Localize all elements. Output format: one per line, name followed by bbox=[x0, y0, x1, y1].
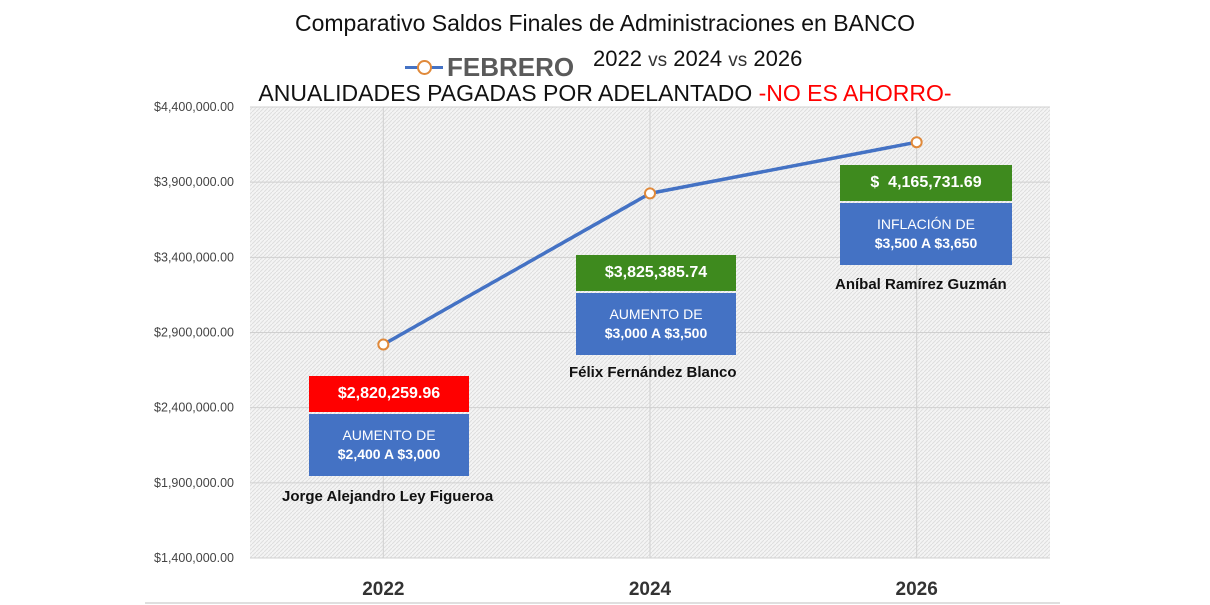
person-name-2026: Aníbal Ramírez Guzmán bbox=[835, 276, 1007, 293]
y-tick-label: $2,900,000.00 bbox=[154, 326, 234, 340]
subtitle-warning: -NO ES AHORRO- bbox=[758, 80, 952, 106]
description-line2-2026: $3,500 A $3,650 bbox=[874, 235, 978, 251]
description-line1-2026: INFLACIÓN DE bbox=[876, 216, 975, 232]
description-box-2026: INFLACIÓN DE $3,500 A $3,650 bbox=[840, 203, 1012, 265]
data-point-marker bbox=[377, 338, 390, 351]
subtitle-main: ANUALIDADES PAGADAS POR ADELANTADO bbox=[258, 80, 759, 106]
x-tick-label: 2022 bbox=[362, 579, 404, 600]
person-name-2022: Jorge Alejandro Ley Figueroa bbox=[282, 488, 494, 505]
legend-marker-icon bbox=[417, 60, 432, 75]
description-line1-2024: AUMENTO DE bbox=[609, 306, 703, 322]
legend-and-years: FEBRERO 2022 vs 2024 vs 2026 bbox=[405, 44, 925, 82]
value-box-2026: $ 4,165,731.69 bbox=[840, 165, 1012, 201]
chart-title: Comparativo Saldos Finales de Administra… bbox=[294, 10, 915, 36]
y-tick-label: $1,900,000.00 bbox=[154, 476, 234, 490]
description-line2-2022: $2,400 A $3,000 bbox=[337, 446, 441, 462]
legend-series-label: FEBRERO bbox=[447, 52, 575, 82]
y-tick-label: $4,400,000.00 bbox=[154, 100, 234, 114]
year-3: 2026 bbox=[753, 46, 803, 71]
description-line2-2024: $3,000 A $3,500 bbox=[604, 325, 708, 341]
year-2: 2024 bbox=[673, 46, 723, 71]
vs-1: vs bbox=[648, 50, 668, 71]
y-tick-label: $3,900,000.00 bbox=[154, 175, 234, 189]
y-tick-label: $2,400,000.00 bbox=[154, 401, 234, 415]
value-box-2022: $2,820,259.96 bbox=[309, 376, 469, 412]
description-box-2022: AUMENTO DE $2,400 A $3,000 bbox=[309, 414, 469, 476]
years-comparison: 2022 vs 2024 vs 2026 bbox=[593, 46, 802, 72]
y-tick-label: $1,400,000.00 bbox=[154, 551, 234, 565]
data-point-marker bbox=[910, 136, 923, 149]
description-box-2024: AUMENTO DE $3,000 A $3,500 bbox=[576, 293, 736, 355]
person-name-2024: Félix Fernández Blanco bbox=[569, 364, 737, 381]
value-box-2024: $3,825,385.74 bbox=[576, 255, 736, 291]
x-tick-label: 2024 bbox=[629, 579, 672, 600]
y-tick-label: $3,400,000.00 bbox=[154, 250, 234, 264]
vs-2: vs bbox=[728, 50, 748, 71]
year-1: 2022 bbox=[593, 46, 642, 71]
chart-subtitle: ANUALIDADES PAGADAS POR ADELANTADO -NO E… bbox=[0, 80, 1210, 107]
x-tick-label: 2026 bbox=[896, 579, 938, 600]
description-line1-2022: AUMENTO DE bbox=[342, 427, 436, 443]
data-point-marker bbox=[644, 187, 656, 200]
